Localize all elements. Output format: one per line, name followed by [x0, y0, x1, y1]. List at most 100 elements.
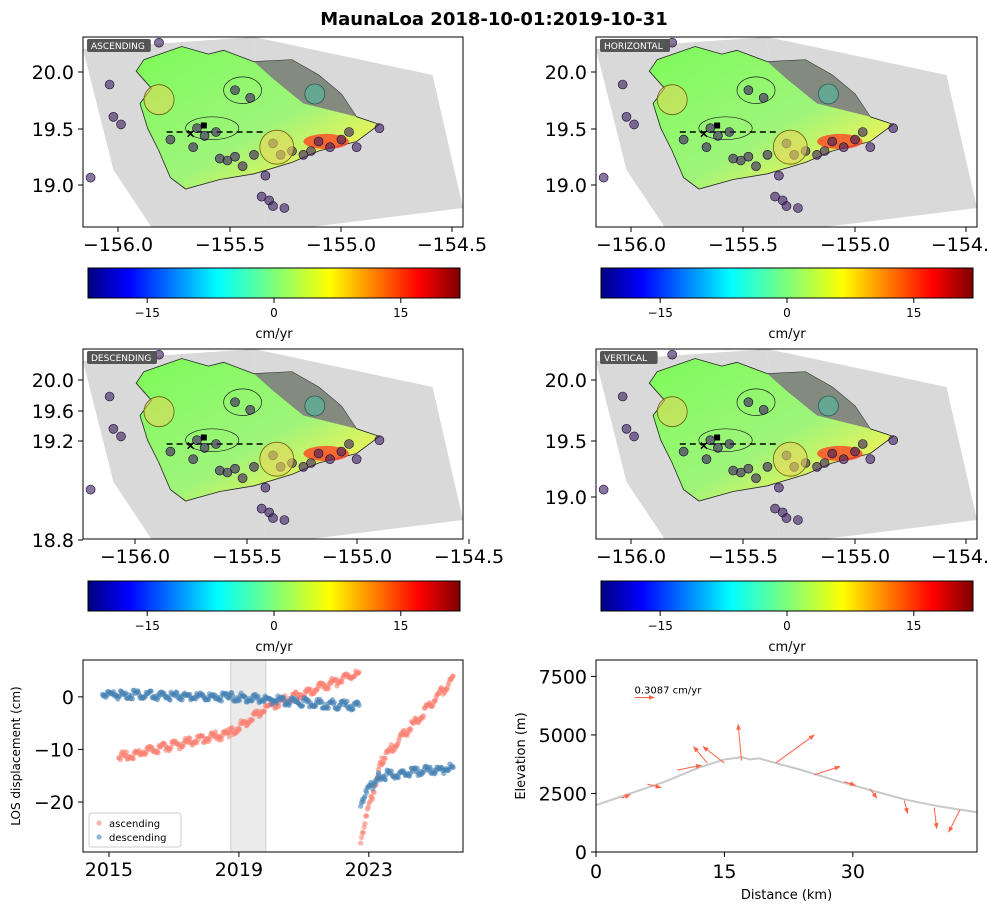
earthquake-marker	[701, 454, 712, 465]
data-point-descending	[362, 793, 368, 799]
earthquake-marker	[154, 37, 164, 48]
earthquake-marker	[701, 142, 712, 152]
x-tick-label: −155.5	[708, 234, 778, 256]
y-tick-label: 19.2	[32, 431, 74, 453]
earthquake-marker	[165, 134, 176, 145]
data-point-descending	[331, 699, 337, 705]
data-point-descending	[236, 697, 243, 703]
earthquake-marker	[621, 423, 632, 434]
earthquake-marker	[192, 435, 202, 446]
displacement-arrow	[647, 783, 662, 789]
earthquake-marker	[774, 170, 784, 181]
earthquake-marker	[793, 203, 803, 213]
data-point-ascending	[358, 834, 365, 841]
earthquake-marker	[313, 136, 324, 147]
earthquake-marker	[249, 150, 259, 160]
earthquake-marker	[793, 515, 803, 525]
earthquake-marker	[751, 161, 761, 171]
data-point-ascending	[249, 717, 256, 723]
data-point-ascending	[444, 686, 450, 692]
earthquake-marker	[374, 435, 385, 446]
map-frame	[595, 36, 978, 228]
earthquake-marker	[279, 203, 290, 213]
earthquake-marker	[165, 446, 176, 457]
earthquake-marker	[865, 454, 876, 465]
station-circle	[818, 83, 839, 105]
x-axis-label: Distance (km)	[741, 888, 832, 903]
map-frame	[595, 348, 978, 540]
timeseries-plot: 2015 2019 2023 0 −10 −20 LOS displacement (cm)…	[9, 659, 464, 881]
x-tick-label: 2015	[85, 859, 133, 881]
earthquake-marker	[724, 439, 735, 449]
volcano-circle	[259, 129, 295, 165]
earthquake-marker	[781, 201, 792, 211]
x-tick-label: −155.0	[322, 546, 392, 568]
displacement-arrow	[844, 781, 856, 786]
data-point-ascending	[130, 756, 136, 762]
data-point-descending	[300, 703, 306, 709]
map-label: VERTICAL	[604, 354, 647, 364]
earthquake-marker	[762, 461, 773, 472]
displacement-arrow	[933, 807, 939, 830]
earthquake-marker	[735, 155, 746, 166]
map-label-badge	[87, 39, 151, 52]
reference-cross: ×	[186, 127, 196, 141]
x-tick-label: −155.0	[306, 234, 376, 256]
data-point-ascending	[382, 755, 388, 762]
earthquake-marker	[857, 439, 868, 449]
data-point-ascending	[360, 830, 366, 836]
data-point-descending	[229, 693, 236, 699]
earthquake-marker	[199, 442, 210, 453]
earthquake-marker	[268, 513, 278, 523]
map-panel-horizontal: × HORIZONTAL −156.0 −155.5 −155.0 −154.5 20.0 1…	[545, 36, 987, 256]
map-label: ASCENDING	[91, 42, 145, 52]
data-point-ascending	[369, 796, 376, 802]
profile-plot: 0.3087 cm/yr 0 15 30 0 2500 5000 7500 Distance (…	[514, 659, 978, 903]
earthquake-marker	[211, 439, 221, 449]
earthquake-marker	[781, 513, 792, 523]
earthquake-marker	[313, 448, 324, 459]
map-label: DESCENDING	[91, 354, 151, 364]
station-circle	[304, 83, 326, 105]
x-tick-label: −156.0	[100, 546, 170, 568]
earthquake-marker	[336, 446, 347, 457]
data-point-descending	[148, 688, 154, 694]
reference-square	[200, 122, 207, 129]
earthquake-marker	[344, 127, 354, 137]
elevation-profile-line	[595, 756, 978, 814]
caldera-outline	[736, 76, 776, 104]
caldera-outline	[223, 76, 262, 104]
earthquake-marker	[857, 127, 868, 137]
colorbar-label: cm/yr	[768, 640, 806, 655]
data-point-descending	[281, 695, 287, 701]
legend-marker-ascending	[96, 820, 102, 826]
volcano-circle	[772, 129, 808, 165]
displacement-arrow	[814, 765, 841, 776]
earthquake-marker	[819, 146, 830, 156]
data-point-descending	[414, 765, 420, 771]
colorbar-tick-label: 15	[906, 619, 921, 633]
data-point-descending	[255, 693, 261, 699]
colorbar-tick-label: −15	[648, 306, 673, 320]
reference-cross: ×	[186, 439, 196, 453]
earthquake-marker	[325, 454, 335, 465]
displacement-arrow	[677, 764, 702, 771]
colorbar-tick-label: 0	[783, 619, 791, 633]
earthquake-marker	[222, 155, 233, 166]
y-tick-label: 2500	[539, 783, 587, 805]
data-point-ascending	[261, 708, 268, 714]
x-tick-label: 2019	[215, 859, 263, 881]
data-point-ascending	[236, 726, 243, 732]
reference-cross: ×	[699, 439, 709, 453]
colorbar-gradient	[600, 267, 974, 299]
earthquake-marker	[230, 463, 240, 474]
data-point-descending	[167, 697, 173, 703]
x-tick-label: −154.5	[931, 546, 987, 568]
earthquake-marker	[770, 191, 780, 202]
x-tick-label: −155.0	[820, 546, 890, 568]
y-tick-label: 0	[575, 842, 587, 864]
legend: ascending descending	[88, 812, 182, 848]
x-tick-label: 30	[841, 861, 865, 883]
legend-label-ascending: ascending	[109, 819, 160, 830]
data-point-ascending	[356, 669, 362, 675]
